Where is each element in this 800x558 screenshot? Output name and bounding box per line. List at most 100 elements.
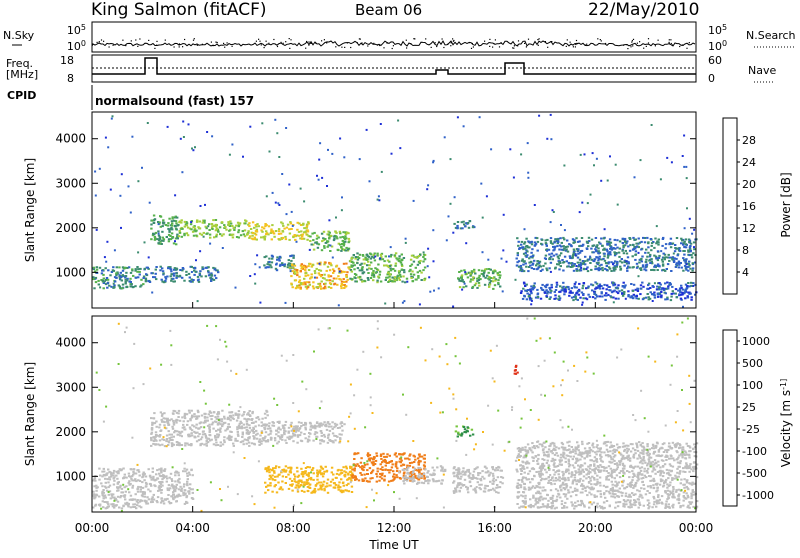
range-cell	[107, 469, 109, 471]
range-cell	[251, 238, 253, 240]
range-cell	[523, 295, 525, 297]
scatter-cell	[604, 228, 606, 230]
range-cell	[640, 241, 642, 243]
range-cell	[657, 293, 659, 295]
range-cell	[469, 435, 471, 437]
range-cell	[267, 489, 269, 491]
range-cell	[582, 297, 584, 299]
range-cell	[683, 260, 685, 262]
range-cell	[112, 266, 114, 268]
range-cell	[150, 445, 152, 447]
range-cell	[206, 417, 208, 419]
range-cell	[209, 277, 211, 279]
range-cell	[469, 272, 471, 274]
scatter-cell	[662, 287, 664, 289]
range-cell	[234, 440, 236, 442]
range-cell	[647, 246, 649, 248]
scatter-cell	[151, 292, 153, 294]
range-cell	[418, 255, 420, 257]
range-cell	[586, 241, 588, 243]
scatter-cell	[465, 242, 467, 244]
range-cell	[268, 261, 270, 263]
range-cell	[658, 239, 660, 241]
noise-search-point	[518, 40, 519, 41]
range-cell	[616, 266, 618, 268]
range-cell	[597, 490, 599, 492]
range-cell	[651, 293, 653, 295]
range-cell	[239, 427, 241, 429]
range-cell	[582, 293, 584, 295]
range-cell	[292, 257, 294, 259]
scatter-cell	[654, 282, 656, 284]
scatter-cell	[428, 276, 430, 278]
range-cell	[123, 495, 125, 497]
range-cell	[532, 287, 534, 289]
range-cell	[184, 226, 186, 228]
range-cell	[373, 456, 375, 458]
range-cell	[311, 244, 313, 246]
range-cell	[345, 466, 347, 468]
noise-search-point	[305, 48, 306, 49]
noise-search-point	[425, 38, 426, 39]
range-cell	[546, 284, 548, 286]
range-cell	[199, 270, 201, 272]
range-cell	[374, 253, 376, 255]
range-cell	[372, 273, 374, 275]
range-cell	[399, 274, 401, 276]
range-cell	[380, 281, 382, 283]
range-cell	[303, 278, 305, 280]
range-cell	[339, 231, 341, 233]
noise-search-point	[600, 39, 601, 40]
range-cell	[174, 472, 176, 474]
range-cell	[636, 263, 638, 265]
range-cell	[224, 422, 226, 424]
range-cell	[666, 282, 668, 284]
range-cell	[184, 470, 186, 472]
range-cell	[575, 296, 577, 298]
scatter-cell	[444, 136, 446, 138]
range-cell	[606, 265, 608, 267]
range-cell	[459, 286, 461, 288]
range-cell	[211, 223, 213, 225]
range-cell	[406, 472, 408, 474]
range-cell	[309, 484, 311, 486]
range-cell	[353, 268, 355, 270]
range-cell	[635, 297, 637, 299]
range-cell	[289, 267, 291, 269]
range-cell	[657, 269, 659, 271]
range-cell	[144, 496, 146, 498]
range-cell	[331, 467, 333, 469]
range-cell	[501, 470, 503, 472]
noise-search-point	[597, 38, 598, 39]
range-cell	[339, 438, 341, 440]
scatter-cell	[95, 195, 97, 197]
range-cell	[335, 278, 337, 280]
range-cell	[569, 292, 571, 294]
range-cell	[195, 415, 197, 417]
range-cell	[206, 227, 208, 229]
cpid-label: CPID	[7, 89, 36, 102]
range-cell	[161, 444, 163, 446]
range-cell	[256, 438, 258, 440]
scatter-cell	[147, 122, 149, 124]
range-cell	[221, 410, 223, 412]
range-cell	[218, 422, 220, 424]
range-cell	[592, 245, 594, 247]
range-cell	[647, 241, 649, 243]
range-cell	[179, 486, 181, 488]
range-cell	[116, 490, 118, 492]
range-cell	[334, 283, 336, 285]
range-cell	[256, 231, 258, 233]
range-cell	[359, 269, 361, 271]
range-cell	[471, 270, 473, 272]
range-cell	[192, 498, 194, 500]
range-cell	[478, 279, 480, 281]
range-cell	[158, 426, 160, 428]
range-cell	[292, 270, 294, 272]
range-cell	[345, 275, 347, 277]
range-cell	[327, 240, 329, 242]
range-cell	[334, 439, 336, 441]
range-cell	[316, 421, 318, 423]
range-cell	[653, 266, 655, 268]
noise-search-point	[567, 39, 568, 40]
